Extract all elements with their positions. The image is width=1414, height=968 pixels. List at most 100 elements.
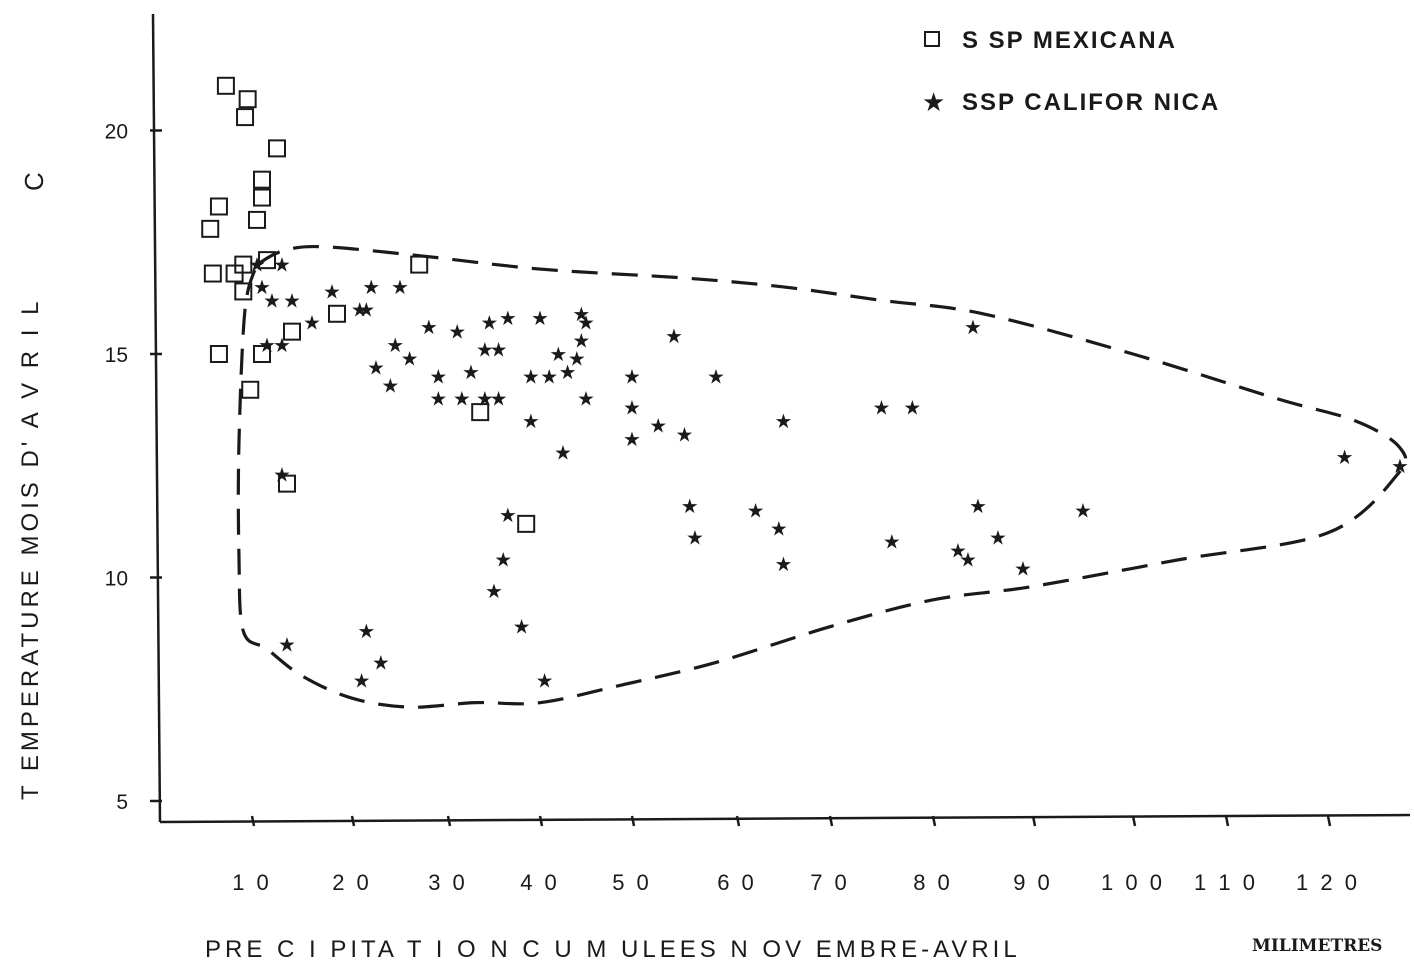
y-tick-label: 20 <box>105 121 128 144</box>
x-tick-mark <box>538 815 544 827</box>
californica-point: ★ <box>283 288 301 312</box>
californica-point: ★ <box>903 396 921 420</box>
mexicana-point <box>203 264 222 283</box>
x-tick-label: 9 0 <box>1013 870 1053 895</box>
y-tick-label: 15 <box>105 344 128 367</box>
mexicana-point <box>278 474 296 493</box>
californica-point: ★ <box>681 494 699 518</box>
data-points: ★ ★ ★ ★ ★ ★ ★ ★ ★ ★ ★ ★ ★ ★ ★ ★ ★ ★ ★ ★ ★ ★ ★ ★ ★ ★ ★ ★ ★ ★ ★ ★ ★ ★ ★ ★ ★ ★ ★ ★… <box>201 76 1409 692</box>
californica-point: ★ <box>448 320 466 344</box>
californica-point: ★ <box>522 409 540 433</box>
californica-point: ★ <box>386 333 404 357</box>
californica-point: ★ <box>420 315 438 339</box>
californica-point: ★ <box>554 440 572 464</box>
y-axis-unit: C <box>19 172 49 191</box>
mexicana-point <box>209 197 228 216</box>
californica-point: ★ <box>873 396 891 420</box>
mexicana-point <box>253 170 271 189</box>
axis-ticks: 1 0 2 0 3 0 4 0 5 0 6 0 7 0 8 0 9 0 1 0 0 1 1 0 1 2… <box>105 121 1360 896</box>
mexicana-point <box>258 251 276 270</box>
californica-point: ★ <box>522 364 540 388</box>
x-tick-mark <box>350 815 356 827</box>
californica-point: ★ <box>351 297 369 321</box>
mexicana-point <box>238 90 257 109</box>
californica-point: ★ <box>499 503 517 527</box>
mexicana-point <box>253 345 271 363</box>
californica-envelope-dashed-outline <box>236 244 1408 709</box>
californica-point: ★ <box>959 548 977 572</box>
californica-point: ★ <box>707 364 725 388</box>
x-tick-label: 5 0 <box>612 870 652 895</box>
californica-point: ★ <box>623 364 641 388</box>
californica-point: ★ <box>273 463 291 487</box>
californica-point: ★ <box>623 396 641 420</box>
californica-point: ★ <box>1074 498 1092 522</box>
x-tick-label: 3 0 <box>428 870 468 895</box>
x-tick-label: 1 2 0 <box>1296 870 1360 895</box>
californica-point: ★ <box>989 525 1007 549</box>
x-tick-mark <box>931 815 937 827</box>
x-tick-label: 1 0 0 <box>1101 870 1165 895</box>
californica-point: ★ <box>549 342 567 366</box>
y-axis-line <box>151 13 162 823</box>
californica-point: ★ <box>676 422 694 446</box>
californica-point: ★ <box>476 387 494 411</box>
x-tick-mark <box>1326 815 1332 827</box>
californica-point: ★ <box>323 279 341 303</box>
californica-point: ★ <box>572 302 590 326</box>
legend-square-marker <box>924 31 940 47</box>
californica-point: ★ <box>649 414 667 438</box>
californica-point: ★ <box>540 364 558 388</box>
californica-point: ★ <box>577 387 595 411</box>
californica-point: ★ <box>367 355 385 379</box>
californica-point: ★ <box>623 427 641 451</box>
californica-point: ★ <box>303 311 321 335</box>
californica-point: ★ <box>536 668 554 692</box>
y-tick-label: 10 <box>105 568 128 591</box>
legend-label-californica: SSP CALIFOR NICA <box>962 89 1220 116</box>
x-tick-mark <box>1131 815 1137 827</box>
californica-point: ★ <box>372 650 390 674</box>
mexicana-point <box>241 380 260 399</box>
californica-point: ★ <box>568 346 586 370</box>
californica-point: ★ <box>1014 557 1032 581</box>
californica-point: ★ <box>490 387 508 411</box>
californica-point: ★ <box>357 297 375 321</box>
mexicana-point <box>268 139 286 158</box>
californica-point: ★ <box>429 364 447 388</box>
californica-point: ★ <box>258 333 276 357</box>
californica-point: ★ <box>559 360 577 384</box>
californica-point: ★ <box>686 525 704 549</box>
californica-point: ★ <box>883 530 901 554</box>
californica-point: ★ <box>401 346 419 370</box>
californica-point: ★ <box>513 615 531 639</box>
mexicana-point <box>328 304 346 323</box>
californica-point: ★ <box>775 409 793 433</box>
californica-point: ★ <box>969 494 987 518</box>
californica-point: ★ <box>499 306 517 330</box>
legend: S SP MEXICANA ★ SSP CALIFOR NICA <box>922 27 1220 118</box>
californica-point: ★ <box>1391 454 1409 478</box>
mexicana-point <box>517 514 536 533</box>
y-axis-label: T EMPERATURE MOIS D' A V R I L <box>17 298 44 800</box>
californica-point: ★ <box>273 333 291 357</box>
californica-point: ★ <box>490 338 508 362</box>
x-tick-label: 4 0 <box>520 870 560 895</box>
californica-point: ★ <box>263 288 281 312</box>
x-tick-mark <box>1031 815 1037 827</box>
californica-point: ★ <box>747 498 765 522</box>
californica-point: ★ <box>453 387 471 411</box>
mexicana-point <box>209 345 228 363</box>
x-tick-mark <box>630 815 636 827</box>
x-tick-label: 2 0 <box>332 870 372 895</box>
californica-point: ★ <box>353 668 371 692</box>
mexicana-point <box>201 219 220 238</box>
legend-label-mexicana: S SP MEXICANA <box>962 27 1177 54</box>
x-tick-label: 1 0 <box>232 870 272 895</box>
californica-point: ★ <box>278 633 296 657</box>
mexicana-point <box>225 264 244 283</box>
x-axis-unit: MILIMETRES <box>1252 936 1382 956</box>
californica-point: ★ <box>462 360 480 384</box>
x-tick-mark <box>735 815 741 827</box>
